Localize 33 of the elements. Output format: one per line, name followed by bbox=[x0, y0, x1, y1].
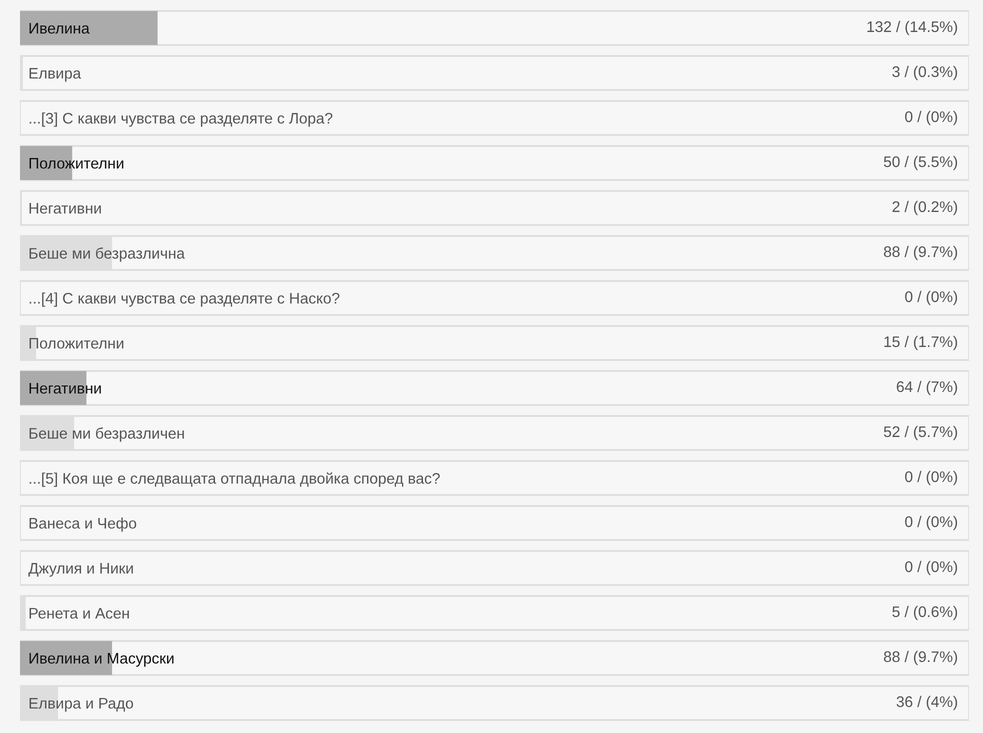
y-tick-label: ...[4] С какви чувства се разделяте с Наско? bbox=[30, 292, 340, 307]
y-tick-label: ...[5] Коя ще е следващата отпаднала двойка според вас? bbox=[30, 472, 440, 487]
y-tick-label: Беше ми безразличен bbox=[30, 427, 184, 442]
y-tick-label: Ренета и Асен bbox=[30, 608, 129, 619]
data-label: 88 / (9.7%) bbox=[884, 246, 958, 260]
y-tick-label: ...[3] С какви чувства се разделяте с Лора? bbox=[30, 112, 332, 127]
data-label: 2 / (0.2%) bbox=[892, 200, 958, 216]
data-label: 15 / (1.7%) bbox=[884, 336, 958, 350]
data-label: 0 / (0%) bbox=[905, 560, 958, 576]
data-label: 5 / (0.6%) bbox=[892, 606, 958, 620]
y-tick-label: Ванеса и Чефо bbox=[30, 517, 136, 532]
y-tick-label: Джулия и Ники bbox=[28, 563, 133, 577]
data-label: 0 / (0%) bbox=[905, 290, 958, 306]
data-label: 0 / (0%) bbox=[905, 110, 958, 126]
data-label: 64 / (7%) bbox=[896, 380, 958, 396]
y-tick-label: Негативни bbox=[30, 203, 101, 214]
data-label: 52 / (5.7%) bbox=[884, 426, 958, 440]
y-tick-label: Беше ми безразлична bbox=[30, 247, 185, 262]
data-label: 3 / (0.3%) bbox=[892, 66, 958, 80]
y-tick-label: Негативни bbox=[30, 383, 101, 394]
y-tick-label: Положителни bbox=[30, 338, 124, 349]
y-tick-label: Положителни bbox=[30, 158, 124, 169]
y-tick-label: Ивелина и Масурски bbox=[30, 653, 174, 667]
y-tick-label: Ивелина bbox=[30, 23, 90, 34]
data-label: 132 / (14.5%) bbox=[867, 20, 958, 36]
data-label: 50 / (5.5%) bbox=[884, 156, 958, 170]
data-label: 0 / (0%) bbox=[905, 470, 958, 486]
data-label: 88 / (9.7%) bbox=[884, 650, 958, 666]
data-label: 0 / (0%) bbox=[905, 516, 958, 530]
bar bbox=[20, 11, 158, 45]
y-tick-label: Елвира bbox=[30, 68, 82, 82]
y-tick-label: Елвира и Радо bbox=[30, 698, 134, 712]
data-label: 36 / (4%) bbox=[896, 696, 958, 710]
